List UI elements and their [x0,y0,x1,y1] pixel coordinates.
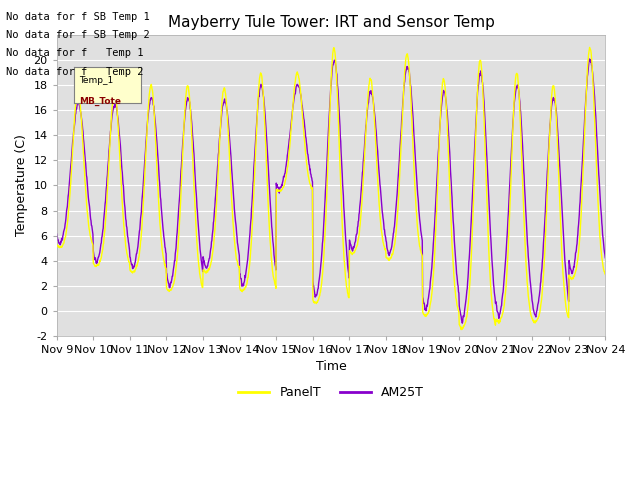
Text: No data for f SB Temp 2: No data for f SB Temp 2 [6,30,150,40]
Text: MB_Tote: MB_Tote [79,96,121,106]
Text: No data for f   Temp 2: No data for f Temp 2 [6,67,144,77]
X-axis label: Time: Time [316,360,346,373]
Legend: PanelT, AM25T: PanelT, AM25T [233,382,429,405]
Text: No data for f SB Temp 1: No data for f SB Temp 1 [6,12,150,22]
Title: Mayberry Tule Tower: IRT and Sensor Temp: Mayberry Tule Tower: IRT and Sensor Temp [168,15,495,30]
Text: Temp_1: Temp_1 [79,76,113,85]
Y-axis label: Temperature (C): Temperature (C) [15,134,28,237]
Text: No data for f   Temp 1: No data for f Temp 1 [6,48,144,59]
